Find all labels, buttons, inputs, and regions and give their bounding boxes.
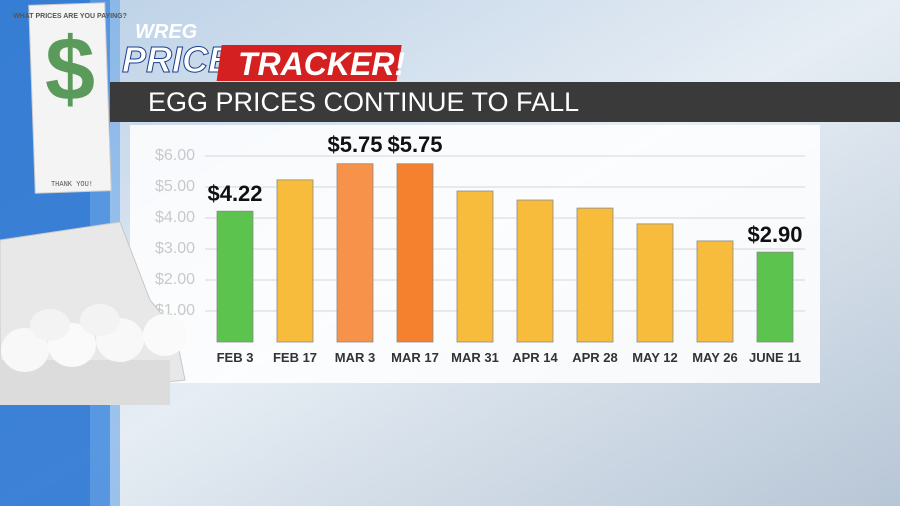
receipt-symbol: $ — [45, 20, 95, 120]
receipt-heading: WHAT PRICES ARE YOU PAYING? — [13, 13, 127, 20]
y-tick-label: $2.00 — [155, 271, 195, 288]
x-tick-label: JUNE 11 — [749, 350, 801, 365]
x-tick-label: MAY 12 — [632, 350, 678, 365]
bar — [456, 190, 494, 343]
y-tick-label: $6.00 — [155, 147, 195, 164]
bar — [336, 163, 374, 343]
egg-carton — [0, 221, 187, 405]
x-tick-label: APR 14 — [512, 350, 558, 365]
bar — [576, 207, 614, 343]
x-tick-label: MAR 3 — [335, 350, 375, 365]
station: WREG — [135, 21, 197, 43]
x-tick-label: MAY 26 — [692, 350, 738, 365]
y-tick-label: $3.00 — [155, 240, 195, 257]
brand-price: PRICE — [122, 39, 233, 80]
x-tick-label: MAR 31 — [451, 350, 499, 365]
bar — [516, 199, 554, 343]
bar — [276, 179, 314, 343]
value-label: $2.90 — [747, 222, 802, 247]
title-bar — [110, 82, 900, 122]
brand-tracker: TRACKER! — [238, 46, 405, 82]
value-label: $5.75 — [387, 132, 442, 157]
bar — [636, 223, 674, 343]
x-tick-label: FEB 3 — [217, 350, 254, 365]
x-tick-label: MAR 17 — [391, 350, 439, 365]
receipt-footer: THANK YOU! — [51, 181, 93, 189]
receipt: WHAT PRICES ARE YOU PAYING? $ THANK YOU! — [13, 2, 127, 194]
bar — [396, 163, 434, 343]
bar — [756, 251, 794, 343]
bar — [216, 210, 254, 343]
y-tick-label: $4.00 — [155, 209, 195, 226]
value-label: $5.75 — [327, 132, 382, 157]
value-label: $4.22 — [207, 181, 262, 206]
brand-box — [216, 45, 402, 81]
x-tick-label: FEB 17 — [273, 350, 317, 365]
bar — [696, 240, 734, 343]
chart-title: EGG PRICES CONTINUE TO FALL — [148, 87, 579, 117]
y-tick-label: $5.00 — [155, 178, 195, 195]
x-tick-label: APR 28 — [572, 350, 618, 365]
